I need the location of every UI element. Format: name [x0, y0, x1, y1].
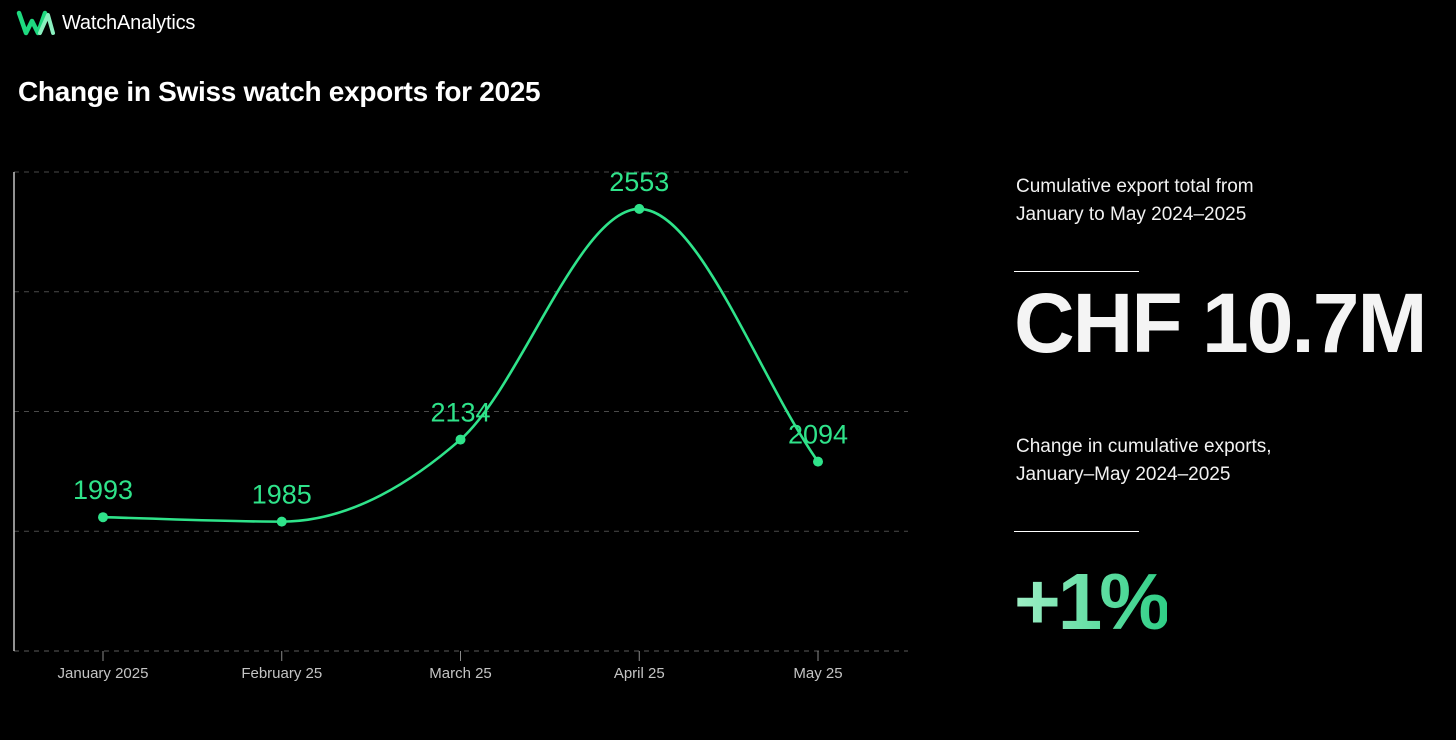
data-points: 1993 1985 2134 2553 2094	[73, 167, 848, 527]
brand: WatchAnalytics	[16, 8, 195, 38]
data-point	[276, 516, 287, 527]
series-line	[102, 207, 820, 523]
data-label: 2134	[430, 398, 490, 428]
export-total-caption: Cumulative export total from January to …	[1016, 176, 1254, 225]
data-label: 1993	[73, 475, 133, 505]
data-point	[813, 456, 823, 467]
x-tick-label: February 25	[241, 665, 322, 682]
data-point	[98, 512, 108, 523]
x-tick-label: March 25	[429, 665, 492, 682]
export-total-divider	[1014, 271, 1139, 272]
summary-panel: Cumulative export total from January to …	[1014, 0, 1444, 740]
data-point	[634, 203, 645, 214]
x-tick-label: April 25	[614, 665, 665, 682]
data-label: 2094	[788, 420, 848, 450]
watchanalytics-logo-icon	[16, 10, 55, 36]
x-tick-label: January 2025	[58, 665, 149, 682]
export-change-divider	[1014, 531, 1139, 532]
x-tick-label: May 25	[793, 665, 842, 682]
export-change-caption: Change in cumulative exports, January–Ma…	[1016, 436, 1272, 485]
data-label: 1985	[252, 480, 312, 510]
x-axis: January 2025 February 25 March 25 April 25 M…	[58, 651, 843, 682]
chart-title: Change in Swiss watch exports for 2025	[18, 76, 541, 107]
line-chart: January 2025 February 25 March 25 April 25 M…	[13, 167, 908, 682]
export-change-value: +1%	[1014, 557, 1170, 646]
brand-name: WatchAnalytics	[62, 11, 196, 34]
gridlines	[14, 171, 908, 652]
data-point	[455, 434, 466, 445]
export-total-value: CHF 10.7M	[1014, 276, 1427, 370]
data-label: 2553	[609, 167, 669, 197]
